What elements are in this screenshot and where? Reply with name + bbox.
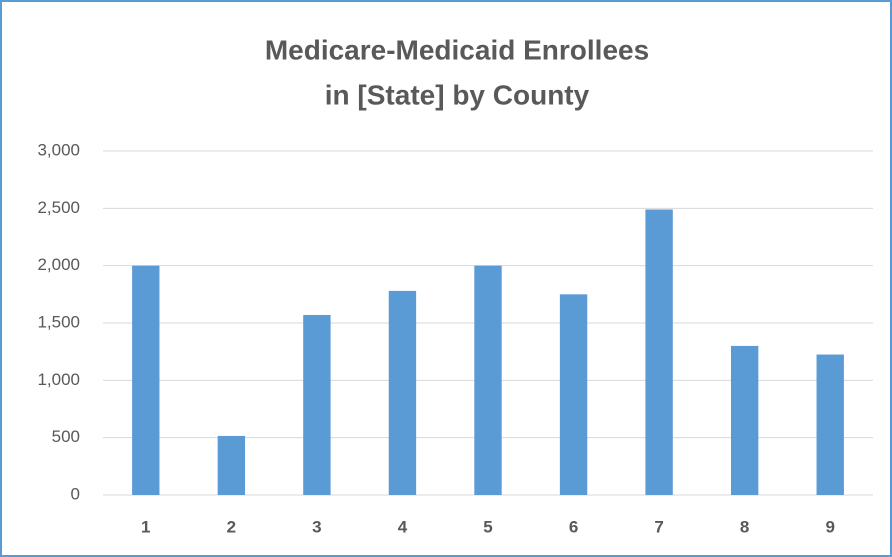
x-tick-label: 2	[227, 517, 236, 536]
y-tick-label: 2,500	[37, 198, 80, 217]
chart-title: Medicare-Medicaid Enrollees	[265, 34, 649, 65]
x-tick-label: 4	[398, 517, 408, 536]
bar	[217, 435, 246, 495]
bar	[132, 265, 160, 495]
bar	[474, 265, 502, 495]
bar	[645, 209, 673, 496]
y-tick-label: 1,000	[37, 370, 80, 389]
x-tick-label: 5	[483, 517, 492, 536]
bar	[303, 314, 331, 495]
x-tick-label: 9	[825, 517, 834, 536]
y-tick-label: 0	[71, 484, 80, 503]
bar	[559, 294, 588, 495]
x-tick-label: 7	[654, 517, 663, 536]
bar	[816, 354, 844, 495]
y-tick-label: 2,000	[37, 255, 80, 274]
x-tick-label: 3	[312, 517, 321, 536]
x-tick-label: 1	[141, 517, 150, 536]
x-tick-label: 6	[569, 517, 578, 536]
bar	[730, 345, 759, 495]
chart-title: in [State] by County	[325, 79, 590, 110]
y-tick-label: 1,500	[37, 312, 80, 331]
x-tick-label: 8	[740, 517, 749, 536]
y-tick-label: 500	[52, 427, 80, 446]
bar	[388, 290, 417, 495]
y-tick-label: 3,000	[37, 140, 80, 159]
